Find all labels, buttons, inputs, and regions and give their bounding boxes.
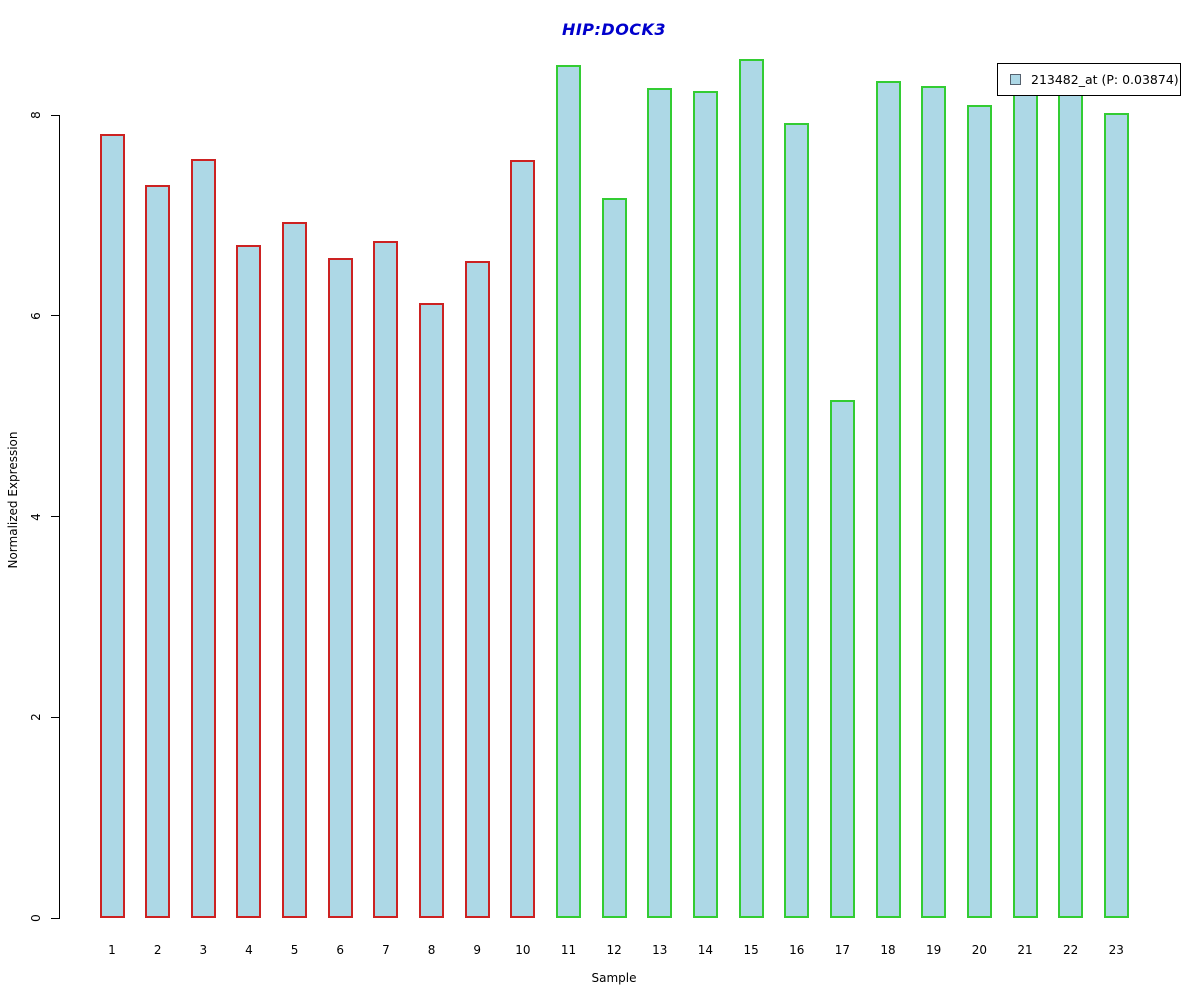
bar-sample-15 <box>738 58 764 918</box>
bar-sample-17 <box>829 400 855 918</box>
bar-sample-3 <box>190 159 216 918</box>
x-tick-label-15: 15 <box>743 943 759 957</box>
y-tick-mark <box>51 315 60 317</box>
x-tick-label-16: 16 <box>789 943 805 957</box>
x-tick-label-11: 11 <box>560 943 577 957</box>
x-tick-label-21: 21 <box>1017 943 1033 957</box>
x-tick-label-8: 8 <box>427 943 436 957</box>
x-tick-label-17: 17 <box>834 943 851 957</box>
bar-sample-14 <box>692 90 718 918</box>
x-tick-label-12: 12 <box>606 943 622 957</box>
x-tick-label-1: 1 <box>108 943 116 957</box>
bar-sample-7 <box>373 241 399 918</box>
x-tick-label-18: 18 <box>880 943 896 957</box>
x-tick-label-5: 5 <box>290 943 299 957</box>
chart-title: HIP:DOCK3 <box>561 20 667 39</box>
bar-sample-23 <box>1103 112 1129 918</box>
bar-sample-22 <box>1058 84 1084 918</box>
bar-sample-10 <box>510 160 536 918</box>
x-tick-label-2: 2 <box>153 943 162 957</box>
y-tick-label: 2 <box>29 713 43 722</box>
x-tick-label-6: 6 <box>336 943 345 957</box>
bar-sample-13 <box>647 87 673 918</box>
bar-sample-12 <box>601 198 627 918</box>
bar-sample-18 <box>875 80 901 918</box>
x-tick-label-7: 7 <box>382 943 390 957</box>
bar-sample-2 <box>145 185 171 918</box>
y-tick-mark <box>51 516 60 517</box>
bar-sample-20 <box>966 104 992 918</box>
bar-sample-6 <box>327 257 353 918</box>
legend-label: 213482_at (P: 0.03874) <box>1031 72 1179 87</box>
bar-sample-21 <box>1012 84 1038 918</box>
y-tick-mark <box>51 917 60 919</box>
bar-sample-4 <box>236 245 262 918</box>
x-tick-label-3: 3 <box>199 943 208 957</box>
x-axis-title: Sample <box>591 971 637 985</box>
y-tick-label: 6 <box>29 311 43 320</box>
x-tick-label-10: 10 <box>515 943 531 957</box>
y-axis-title: Normalized Expression <box>6 431 20 569</box>
x-tick-label-19: 19 <box>926 943 942 957</box>
y-tick-label: 4 <box>29 512 43 521</box>
legend-swatch-icon <box>1010 74 1021 85</box>
x-tick-label-4: 4 <box>245 943 253 957</box>
bar-sample-11 <box>556 64 581 918</box>
bar-sample-19 <box>921 85 947 918</box>
x-tick-label-9: 9 <box>473 943 481 957</box>
y-tick-mark <box>51 114 60 116</box>
bar-sample-16 <box>784 123 810 918</box>
y-tick-mark <box>51 716 60 718</box>
x-tick-label-13: 13 <box>652 943 668 957</box>
x-tick-label-14: 14 <box>697 943 714 957</box>
x-tick-label-20: 20 <box>971 943 987 957</box>
y-tick-label: 8 <box>29 111 43 119</box>
bar-sample-8 <box>419 302 445 918</box>
x-tick-label-22: 22 <box>1063 943 1079 957</box>
legend: 213482_at (P: 0.03874) <box>997 63 1181 96</box>
x-tick-label-23: 23 <box>1108 943 1124 957</box>
y-tick-label: 0 <box>29 914 43 922</box>
bar-sample-9 <box>464 260 490 918</box>
bar-sample-5 <box>282 222 308 918</box>
bar-sample-1 <box>99 134 125 918</box>
